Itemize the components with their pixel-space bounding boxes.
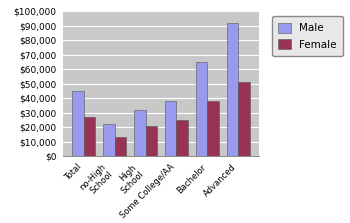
Bar (208, 101, 219, 156)
Bar (146, 126, 157, 156)
Bar (196, 62, 208, 156)
Bar (103, 124, 114, 156)
Bar (134, 110, 146, 156)
Bar (72, 91, 84, 156)
Bar (165, 101, 176, 156)
Bar (176, 120, 188, 156)
Bar (226, 23, 238, 156)
Bar (114, 137, 126, 156)
Bar (238, 82, 250, 156)
Legend: Male, Female: Male, Female (272, 16, 343, 56)
Bar (84, 117, 96, 156)
